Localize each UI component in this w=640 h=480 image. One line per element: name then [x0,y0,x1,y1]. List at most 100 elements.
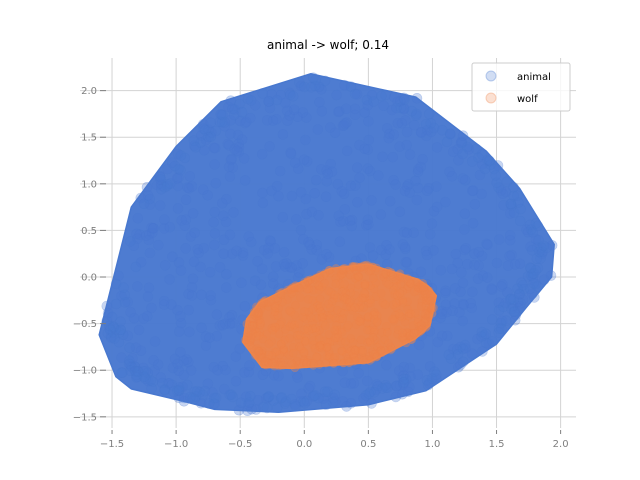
series-animal-point [104,320,115,332]
series-animal-point [455,286,466,298]
series-wolf-point [337,327,347,337]
series-animal-point [457,315,469,327]
series-animal-point [466,302,478,314]
series-animal-point [527,268,539,280]
series-wolf-point [299,325,309,335]
series-animal-point [268,369,280,381]
series-wolf-point [303,355,313,365]
series-wolf-point [358,345,367,355]
series-animal-point [245,95,257,106]
series-animal-point [524,283,536,295]
series-wolf-point [335,314,345,324]
series-wolf-point [404,329,414,339]
series-animal-point [235,397,247,409]
series-animal-point [493,234,505,245]
series-wolf-point [351,346,361,355]
series-animal-point [113,336,125,348]
series-wolf-point [348,350,358,359]
series-animal-point [159,181,170,193]
series-wolf-point [325,314,335,323]
series-animal-point [480,328,492,340]
series-wolf-point [413,286,423,296]
series-wolf-point [420,316,430,325]
series-animal-point [459,339,471,351]
series-animal-point [108,322,119,333]
series-wolf-point [258,353,267,362]
series-wolf-point [406,309,416,319]
series-animal-point [485,159,496,170]
series-wolf-point [353,280,363,290]
series-animal-point [443,349,455,361]
series-animal-point [521,224,532,235]
series-animal-point [175,317,187,329]
series-animal-point [493,182,504,193]
series-animal-point [466,348,478,360]
series-animal-point [228,207,239,218]
series-animal-point [383,132,395,144]
series-animal-point [223,140,235,151]
series-animal-point [159,259,171,271]
series-animal-point [271,180,283,192]
series-animal-point [191,385,203,397]
series-animal-point [172,203,184,214]
series-animal-point [108,321,119,332]
series-wolf-point [356,300,366,310]
series-wolf-point [269,311,279,320]
series-animal-point [395,102,407,113]
series-animal-point [218,210,229,222]
series-animal-point [348,377,360,389]
series-animal-point [446,263,458,275]
series-animal-point [497,188,509,199]
series-wolf-point [335,279,345,289]
series-animal-point [130,369,142,381]
series-animal-point [288,104,300,116]
series-animal-point [525,270,537,281]
series-wolf-point [276,339,286,349]
series-wolf-point [291,300,300,310]
series-animal-point [149,336,161,347]
series-animal-point [453,361,464,373]
series-wolf-point [308,304,318,314]
series-wolf-point [336,325,346,335]
series-wolf-point [285,333,294,343]
series-animal-point [211,309,223,320]
series-animal-point [277,129,289,140]
series-animal-point [175,311,186,322]
x-tick-label: 0.5 [360,439,376,450]
series-wolf-point [299,347,309,357]
series-animal-point [148,354,159,366]
series-animal-point [493,323,505,335]
series-animal-point [415,161,427,173]
series-wolf-point [252,312,262,322]
series-animal-point [173,172,184,183]
series-animal-point [172,148,184,160]
series-animal-point [109,333,120,344]
series-wolf-point [369,307,379,317]
series-wolf-point [255,315,264,324]
series-wolf-point [331,279,341,289]
series-animal-point [398,376,410,388]
series-wolf-point [253,308,263,318]
series-wolf-point [384,339,393,348]
series-animal-point [493,297,505,309]
series-wolf-point [419,318,429,327]
series-wolf-point [344,298,354,307]
legend-frame [471,62,571,112]
series-animal-point [528,277,540,289]
series-animal-point [531,253,543,264]
series-wolf-point [396,279,406,289]
series-wolf-point [257,298,266,308]
series-animal-point [125,236,136,247]
series-wolf-point [318,312,327,322]
series-animal-point [173,257,185,268]
series-wolf-point [403,297,412,307]
x-tick-label: 1.5 [489,439,505,450]
series-wolf-point [416,320,426,330]
series-animal-point [331,89,342,101]
series-animal-point [345,180,357,192]
series-wolf-point [393,325,403,335]
series-animal-point [412,369,424,380]
series-animal-point [508,190,520,202]
series-animal-point [229,143,240,155]
